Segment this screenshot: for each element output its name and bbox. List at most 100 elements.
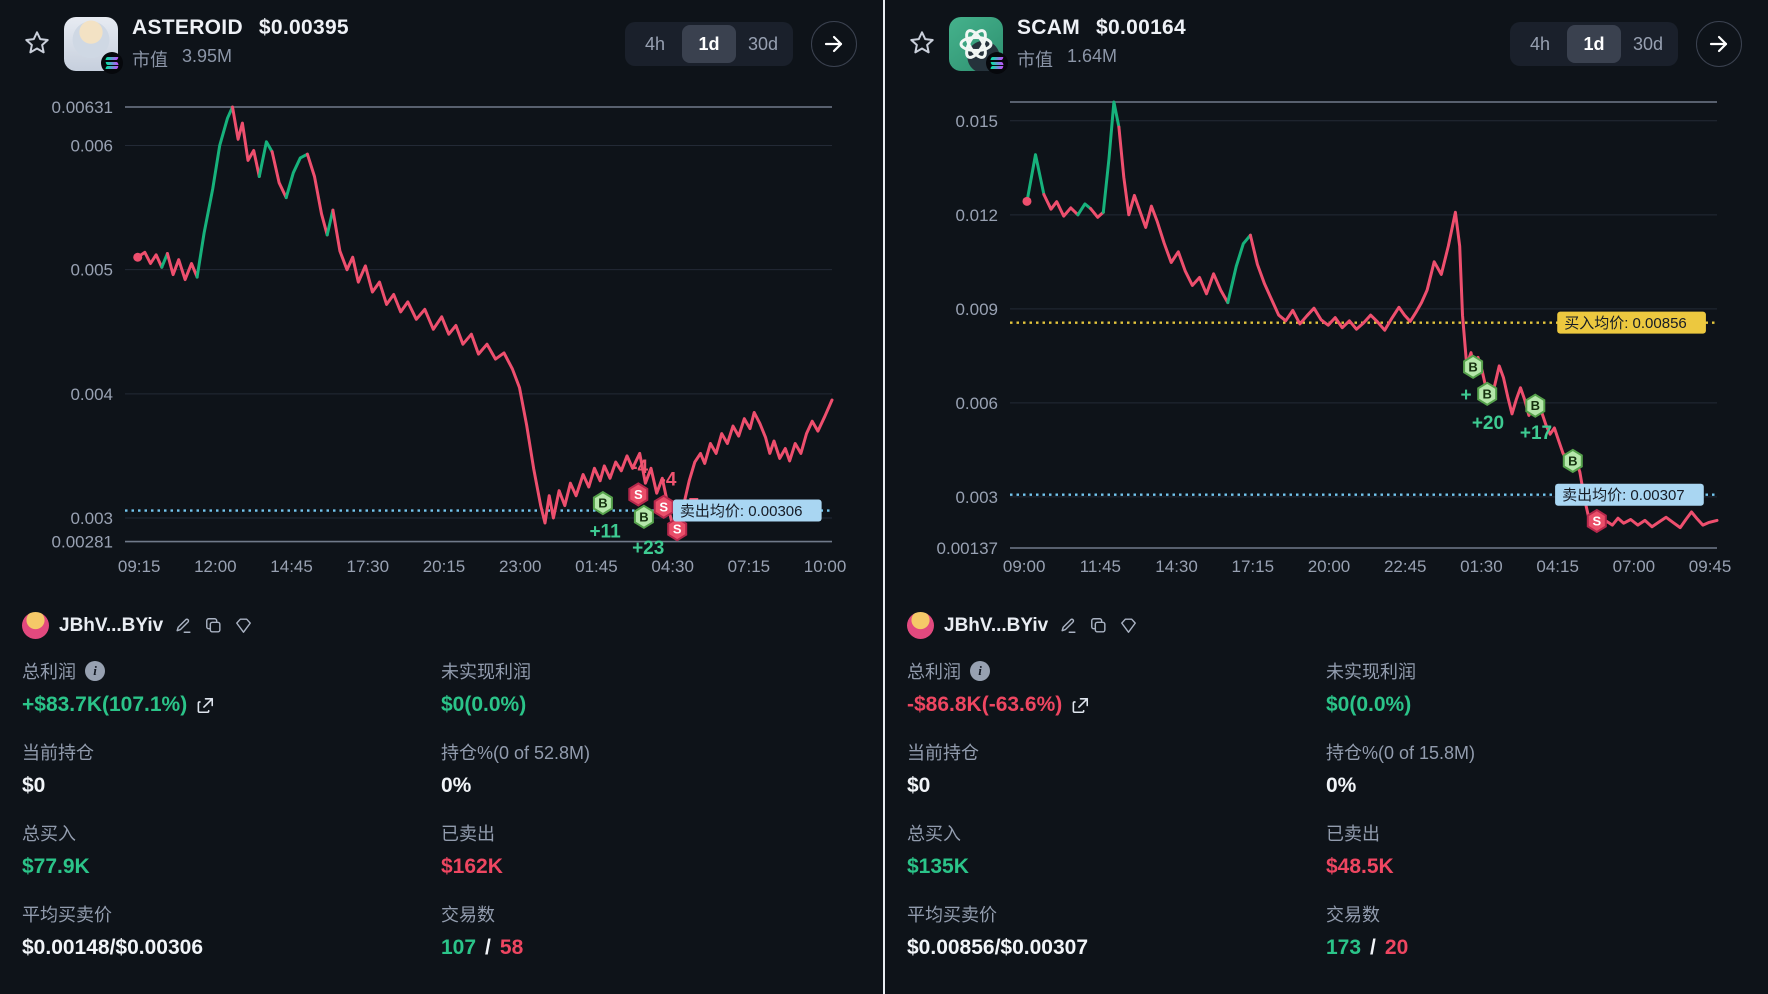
- stat-cell: 未实现利润 $0(0.0%): [1326, 658, 1745, 739]
- price-line-segment: [165, 252, 199, 282]
- external-link-icon[interactable]: [196, 696, 215, 715]
- buy-marker: B: [633, 504, 654, 529]
- mcap-label: 市值: [132, 50, 168, 70]
- svg-text:S: S: [673, 522, 682, 537]
- y-tick-label: 0.00137: [937, 539, 998, 558]
- price-line-segment: [1226, 233, 1252, 305]
- external-link-icon[interactable]: [1071, 696, 1090, 715]
- avg-price-chip: [1555, 483, 1704, 506]
- svg-text:B: B: [639, 509, 648, 524]
- favorite-star-icon[interactable]: [22, 29, 52, 59]
- buy-marker: B: [1477, 381, 1498, 406]
- open-arrow-button[interactable]: [1696, 21, 1742, 67]
- wallet-avatar: [22, 612, 49, 639]
- token-panel: 0.00631 0.006 0.005 0.004 0.003 0.00281 09:15 1…: [0, 0, 883, 994]
- stat-value: $135K: [907, 855, 969, 878]
- open-arrow-button[interactable]: [811, 21, 857, 67]
- stat-value: 58: [499, 936, 524, 959]
- x-tick-label: 01:30: [1460, 557, 1503, 576]
- price-chart[interactable]: 0.00631 0.006 0.005 0.004 0.003 0.00281 09:15 1…: [0, 0, 883, 600]
- x-tick-label: 09:00: [1003, 557, 1046, 576]
- copy-icon[interactable]: [203, 616, 223, 636]
- stat-label: 当前持仓: [22, 743, 94, 763]
- stat-label: 总利润: [22, 662, 76, 682]
- wallet-avatar: [907, 612, 934, 639]
- stat-value: 20: [1384, 936, 1409, 959]
- info-icon[interactable]: i: [970, 661, 990, 681]
- x-tick-label: 17:15: [1232, 557, 1275, 576]
- stat-cell: 交易数 107 / 58: [441, 901, 860, 982]
- x-tick-label: 12:00: [194, 557, 237, 576]
- trade-count-annotation: +17: [1520, 423, 1552, 444]
- price-line-segment: [1089, 207, 1105, 219]
- price-line-segment: [257, 140, 274, 178]
- stat-value: /: [485, 936, 491, 959]
- price-start-dot: [1022, 196, 1032, 206]
- stat-cell: 总买入 $77.9K: [22, 820, 441, 901]
- stat-cell: 总利润 i -$86.8K(-63.6%): [907, 658, 1326, 739]
- x-tick-label: 20:00: [1308, 557, 1351, 576]
- price-chart[interactable]: 0.015 0.012 0.009 0.006 0.003 0.00137 09:00 11:…: [885, 0, 1768, 600]
- x-tick-label: 14:45: [270, 557, 313, 576]
- sell-marker: S: [628, 482, 649, 507]
- sell-marker: S: [667, 517, 688, 542]
- solana-badge-icon: [986, 52, 1008, 74]
- token-name: SCAM: [1017, 16, 1081, 39]
- stat-cell: 已卖出 $162K: [441, 820, 860, 901]
- timeframe-button-1d[interactable]: 1d: [1567, 25, 1621, 63]
- buy-marker: B: [1525, 393, 1546, 418]
- svg-text:B: B: [1568, 453, 1577, 468]
- timeframe-button-4h[interactable]: 4h: [628, 25, 682, 63]
- favorite-star-icon[interactable]: [907, 29, 937, 59]
- sell-marker: S: [1586, 508, 1607, 534]
- sell-marker: S: [653, 494, 674, 519]
- timeframe-button-1d[interactable]: 1d: [682, 25, 736, 63]
- price-line-segment: [305, 152, 329, 237]
- stat-label: 持仓%(0 of 52.8M): [441, 743, 591, 763]
- trade-count-annotation: +11: [589, 522, 621, 543]
- price-line-segment: [331, 208, 678, 541]
- buy-marker: B: [1562, 448, 1583, 474]
- copy-icon[interactable]: [1088, 616, 1108, 636]
- avg-price-chip: [672, 499, 822, 522]
- stat-label: 已卖出: [441, 824, 495, 844]
- wallet-row: JBhV...BYiv: [907, 612, 1138, 639]
- stat-cell: 持仓%(0 of 15.8M) 0%: [1326, 739, 1745, 820]
- stat-label: 总买入: [907, 824, 961, 844]
- stat-value: +$83.7K(107.1%): [22, 693, 188, 716]
- y-tick-label: 0.012: [955, 206, 998, 225]
- y-tick-label: 0.005: [70, 261, 113, 280]
- y-tick-label: 0.006: [70, 136, 113, 155]
- timeframe-button-30d[interactable]: 30d: [1621, 25, 1675, 63]
- stat-value: $0: [907, 774, 931, 797]
- stat-cell: 未实现利润 $0(0.0%): [441, 658, 860, 739]
- x-tick-label: 04:15: [1536, 557, 1579, 576]
- stat-value: -$86.8K(-63.6%): [907, 693, 1063, 716]
- stat-label: 未实现利润: [441, 662, 531, 682]
- stat-label: 未实现利润: [1326, 662, 1416, 682]
- price-line-segment: [1248, 210, 1719, 530]
- price-line-segment: [270, 150, 288, 200]
- edit-icon[interactable]: [1058, 616, 1078, 636]
- x-tick-label: 11:45: [1080, 557, 1121, 576]
- price-line-segment: [136, 250, 164, 269]
- stat-value: /: [1370, 936, 1376, 959]
- timeframe-button-4h[interactable]: 4h: [1513, 25, 1567, 63]
- timeframe-button-30d[interactable]: 30d: [736, 25, 790, 63]
- price-line-segment: [1025, 153, 1046, 203]
- y-tick-label: 0.006: [955, 394, 998, 413]
- trade-count-annotation: +: [1460, 385, 1471, 406]
- y-tick-label: 0.009: [955, 300, 998, 319]
- x-tick-label: 20:15: [423, 557, 466, 576]
- trade-count-annotation: +23: [632, 538, 664, 559]
- buy-marker: B: [592, 490, 613, 516]
- arrow-right-icon: [1709, 35, 1728, 53]
- gem-icon[interactable]: [233, 616, 253, 636]
- info-icon[interactable]: i: [85, 661, 105, 681]
- solana-badge-icon: [101, 52, 123, 74]
- price-line-segment: [1117, 125, 1230, 305]
- gem-icon[interactable]: [1118, 616, 1138, 636]
- edit-icon[interactable]: [173, 616, 193, 636]
- stats-grid: 总利润 i +$83.7K(107.1%) 当前持仓 $0 总买入 $77.9K 平均买卖价 $…: [22, 658, 860, 982]
